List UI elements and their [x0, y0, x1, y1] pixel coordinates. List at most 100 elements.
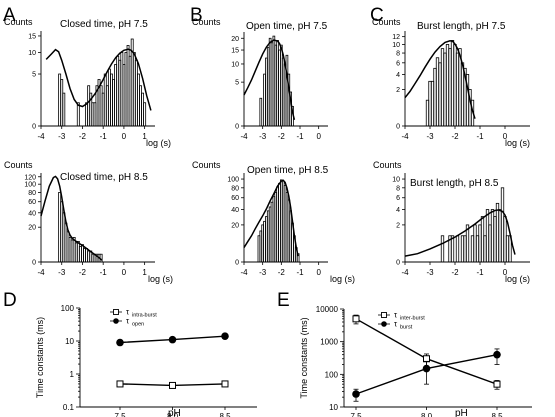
x-tick-label: -3 — [426, 132, 434, 141]
y-tick-label: 10000 — [316, 305, 339, 314]
x-axis-label: pH — [168, 408, 181, 417]
x-tick-label: -1 — [100, 132, 108, 141]
x-tick-label: -3 — [426, 268, 434, 277]
panel-label-d: D — [3, 290, 17, 311]
panel-label-a: A — [3, 5, 16, 26]
y-tick-label: 20 — [231, 36, 239, 43]
panel-title: Open time, pH 8.5 — [247, 165, 329, 176]
y-tick-label: 120 — [24, 174, 36, 181]
x-tick-label: -1 — [476, 132, 484, 141]
x-tick-label: -4 — [240, 132, 248, 141]
x-tick-label: 8.0 — [421, 412, 433, 417]
histogram-bin — [143, 102, 147, 127]
x-tick-label: -2 — [451, 268, 459, 277]
y-tick-label: 1000 — [320, 338, 338, 347]
panel-title: Burst length, pH 7.5 — [417, 21, 506, 32]
y-tick-label: 0 — [396, 260, 400, 267]
x-tick-label: -2 — [79, 268, 87, 277]
x-tick-label: -4 — [37, 268, 45, 277]
fit-curve — [45, 48, 152, 111]
y-axis-label: Time constants (ms) — [35, 317, 45, 398]
legend-label: burst — [400, 325, 413, 331]
y-tick-label: 0 — [32, 124, 36, 131]
histogram-panel-3: 0 5 10 15 20 -4 -3 -2 -1 0 Open time, pH 7.5 Counts — [192, 17, 328, 141]
y-tick-label: 10 — [28, 50, 36, 57]
y-axis-label: Counts — [373, 160, 402, 170]
panel-label-e: E — [277, 290, 290, 311]
legend-label: intra-burst — [132, 313, 157, 319]
fit-curve — [404, 209, 516, 257]
y-tick-label: 100 — [325, 370, 339, 379]
legend-label: inter-burst — [400, 316, 425, 322]
x-tick-label: -3 — [259, 132, 267, 141]
y-tick-label: 10 — [65, 337, 74, 346]
x-tick-label: 7.5 — [114, 412, 126, 417]
y-tick-label: 0 — [32, 260, 36, 267]
x-tick-label: 8.5 — [219, 412, 231, 417]
x-tick-label: 8.5 — [491, 412, 503, 417]
x-tick-label: 0 — [316, 268, 321, 277]
fit-curve — [404, 40, 476, 119]
y-tick-label: 6 — [396, 60, 400, 67]
y-tick-label: 100 — [24, 182, 36, 189]
y-tick-label: 8 — [396, 51, 400, 58]
x-tick-label: 1 — [142, 132, 147, 141]
y-tick-label: 40 — [28, 210, 36, 217]
histogram-bin — [450, 235, 455, 263]
y-axis-label: Counts — [4, 17, 33, 27]
x-tick-label: 0 — [503, 132, 508, 141]
panel-title: Open time, pH 7.5 — [246, 21, 328, 32]
histogram-bin — [440, 235, 445, 263]
legend-symbol: τ — [126, 308, 130, 317]
panel-title: Closed time, pH 7.5 — [60, 19, 148, 30]
x-tick-label: -4 — [240, 268, 248, 277]
x-tick-label: -3 — [58, 132, 66, 141]
panel-title: Burst length, pH 8.5 — [410, 178, 499, 189]
histogram-bin — [76, 102, 80, 127]
legend-marker-circle — [113, 318, 119, 324]
x-axis-label: log (s) — [330, 274, 355, 284]
x-axis-label: log (s) — [505, 274, 530, 284]
data-point-square — [352, 315, 360, 323]
legend-symbol: τ — [394, 320, 398, 329]
y-tick-label: 2 — [396, 222, 400, 229]
y-axis-label: Counts — [372, 17, 401, 27]
x-axis-label: log (s) — [505, 138, 530, 148]
fit-curve — [40, 175, 103, 261]
legend-marker-square — [381, 312, 387, 318]
data-point-square — [116, 380, 124, 388]
data-point-square — [169, 381, 176, 389]
y-tick-label: 100 — [61, 304, 75, 313]
y-tick-label: 80 — [28, 190, 36, 197]
x-tick-label: 0 — [316, 132, 321, 141]
x-tick-label: 7.5 — [350, 412, 362, 417]
y-tick-label: 6 — [396, 195, 400, 202]
fit-curve — [243, 179, 299, 257]
x-tick-label: 0 — [122, 268, 127, 277]
y-tick-label: 10 — [231, 61, 239, 68]
legend-marker-square — [113, 309, 119, 315]
histogram-bin — [259, 97, 263, 127]
x-tick-label: -3 — [58, 268, 66, 277]
x-tick-label: -2 — [278, 132, 286, 141]
x-tick-label: -2 — [451, 132, 459, 141]
legend-marker-circle — [381, 321, 387, 327]
x-tick-label: -4 — [401, 132, 409, 141]
data-point-circle — [221, 332, 229, 340]
x-tick-label: -2 — [79, 132, 87, 141]
x-tick-label: 8.0 — [167, 412, 179, 417]
y-tick-label: 8 — [396, 185, 400, 192]
x-tick-label: -1 — [296, 268, 304, 277]
x-tick-label: -4 — [37, 132, 45, 141]
x-tick-label: 1 — [142, 268, 147, 277]
y-axis-label: Time constants (ms) — [299, 317, 309, 398]
data-point-circle — [493, 350, 501, 359]
x-axis-label: log (s) — [146, 138, 171, 148]
y-tick-label: 0 — [396, 124, 400, 131]
data-point-circle — [352, 390, 360, 398]
